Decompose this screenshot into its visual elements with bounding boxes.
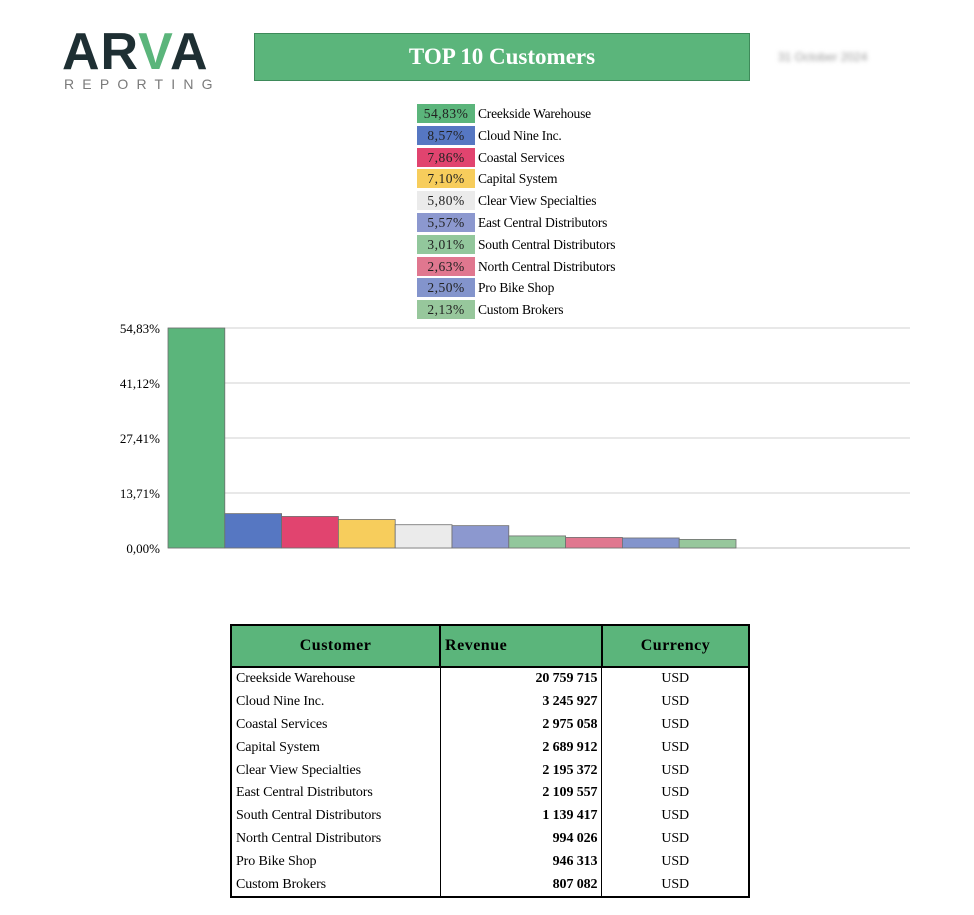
header-revenue: Revenue: [439, 624, 603, 668]
cell-currency: USD: [601, 667, 750, 691]
logo-subtitle: REPORTING: [64, 76, 221, 92]
cell-currency: USD: [601, 804, 750, 828]
bar: [337, 519, 396, 549]
legend-label: Custom Brokers: [478, 302, 564, 318]
bar: [167, 327, 226, 549]
table-row: Capital System 2 689 912 USD: [230, 736, 750, 760]
table-row: North Central Distributors 994 026 USD: [230, 827, 750, 851]
bar: [508, 535, 566, 549]
cell-customer: Clear View Specialties: [230, 759, 441, 782]
cell-currency: USD: [601, 827, 750, 851]
legend-label: Coastal Services: [478, 149, 565, 165]
legend-label: Pro Bike Shop: [478, 280, 555, 296]
cell-customer: North Central Distributors: [230, 827, 441, 851]
legend-percent: 7,86%: [417, 147, 475, 167]
bar: [622, 537, 680, 549]
logo-wordmark: ARVA: [62, 22, 209, 82]
cell-customer: East Central Distributors: [230, 781, 441, 805]
table-row: South Central Distributors 1 139 417 USD: [230, 804, 750, 828]
bar: [451, 525, 510, 549]
logo-letters-ar: AR: [62, 23, 139, 81]
table-header-row: Customer Revenue Currency: [229, 624, 751, 668]
table-row: Pro Bike Shop 946 313 USD: [230, 850, 750, 874]
page-title: TOP 10 Customers: [408, 44, 596, 69]
cell-revenue: 2 689 912: [439, 736, 603, 760]
cell-revenue: 807 082: [439, 873, 603, 898]
cell-customer: Capital System: [230, 736, 441, 760]
table-row: Cloud Nine Inc. 3 245 927 USD: [230, 690, 750, 714]
cell-currency: USD: [601, 850, 750, 874]
cell-customer: Coastal Services: [230, 713, 441, 737]
bar-chart: 54,83% 41,12% 27,41% 13,71% 0,00%: [120, 321, 910, 556]
table-row: East Central Distributors 2 109 557 USD: [230, 781, 750, 805]
legend-percent: 2,13%: [417, 300, 475, 320]
legend-label: South Central Distributors: [478, 236, 616, 252]
cell-revenue: 994 026: [439, 827, 603, 851]
table-row: Custom Brokers 807 082 USD: [230, 873, 750, 898]
cell-customer: Pro Bike Shop: [230, 850, 441, 874]
cell-customer: Custom Brokers: [230, 873, 441, 898]
cell-currency: USD: [601, 690, 750, 714]
cell-currency: USD: [601, 759, 750, 782]
arva-logo: ARVA REPORTING: [62, 22, 237, 94]
legend-percent: 5,80%: [417, 191, 475, 211]
table-row: Creekside Warehouse 20 759 715 USD: [230, 667, 750, 691]
cell-revenue: 1 139 417: [439, 804, 603, 828]
legend-label: Creekside Warehouse: [478, 106, 591, 121]
cell-currency: USD: [601, 781, 750, 805]
cell-customer: Creekside Warehouse: [230, 667, 441, 691]
cell-revenue: 20 759 715: [439, 667, 603, 691]
cell-customer: South Central Distributors: [230, 804, 441, 828]
table-body: Creekside Warehouse 20 759 715 USD Cloud Ni…: [230, 667, 750, 898]
cell-currency: USD: [601, 873, 750, 898]
header-currency: Currency: [600, 624, 751, 668]
legend-percent: 2,63%: [417, 256, 475, 276]
cell-revenue: 946 313: [439, 850, 603, 874]
logo-letter-v: V: [138, 23, 170, 81]
bar: [224, 513, 283, 549]
y-tick-label: 54,83%: [120, 321, 160, 336]
cell-revenue: 2 109 557: [439, 781, 603, 805]
legend-label: North Central Distributors: [478, 258, 616, 274]
cell-customer: Cloud Nine Inc.: [230, 690, 441, 714]
y-tick-label: 41,12%: [120, 376, 160, 391]
legend-percent: 8,57%: [417, 125, 475, 145]
legend-label: Capital System: [478, 171, 558, 187]
legend-percent: 3,01%: [417, 234, 475, 254]
legend-label: Cloud Nine Inc.: [478, 127, 562, 143]
bar: [678, 539, 737, 549]
table-row: Coastal Services 2 975 058 USD: [230, 713, 750, 737]
logo-letter-a: A: [170, 23, 209, 81]
bar: [565, 537, 623, 549]
cell-currency: USD: [601, 713, 750, 737]
cell-revenue: 2 975 058: [439, 713, 603, 737]
cell-revenue: 2 195 372: [439, 759, 603, 782]
legend-percent: 2,50%: [417, 278, 475, 298]
legend-percent: 5,57%: [417, 212, 475, 232]
bar: [394, 524, 453, 549]
legend-percent: 54,83%: [417, 104, 475, 123]
y-tick-label: 27,41%: [120, 431, 160, 446]
legend-label: Clear View Specialties: [478, 193, 597, 209]
revenue-table: Customer Revenue Currency Creekside Ware…: [229, 624, 751, 898]
bar: [281, 516, 339, 549]
legend-label: East Central Distributors: [478, 214, 608, 230]
report-date: 31 October 2024: [778, 50, 868, 64]
header-customer: Customer: [229, 624, 442, 668]
cell-revenue: 3 245 927: [439, 690, 603, 714]
y-tick-label: 0,00%: [126, 541, 160, 556]
table-row: Clear View Specialties 2 195 372 USD: [230, 759, 750, 782]
legend-percent: 7,10%: [417, 169, 475, 189]
cell-currency: USD: [601, 736, 750, 760]
y-tick-label: 13,71%: [120, 486, 160, 501]
title-banner: TOP 10 Customers: [254, 33, 750, 81]
